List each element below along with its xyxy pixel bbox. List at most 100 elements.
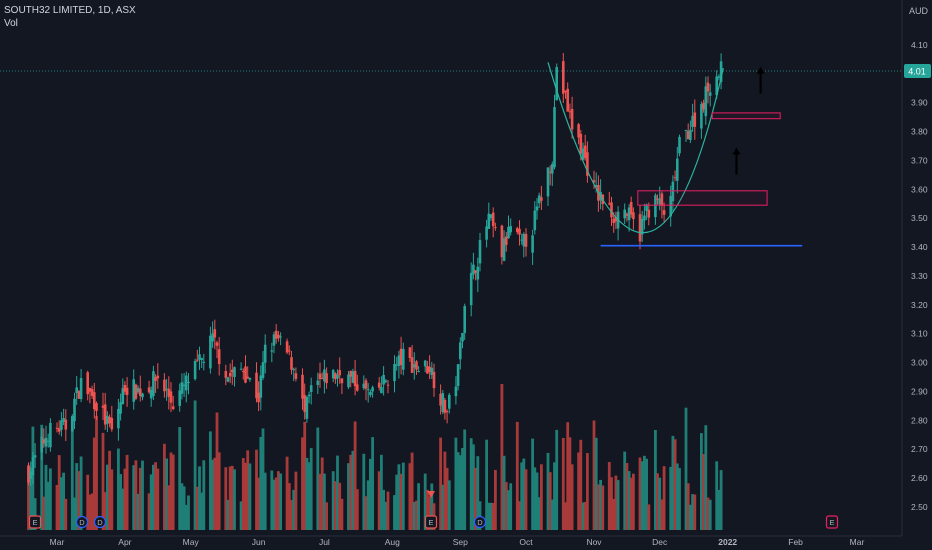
candle-body bbox=[662, 210, 666, 215]
time-axis[interactable]: Mar Apr May Jun Jul Aug Sep Oct Nov Dec 2022 Feb Mar bbox=[50, 537, 865, 547]
dividend-marker[interactable]: D bbox=[93, 515, 107, 529]
dividend-marker[interactable]: D bbox=[75, 515, 89, 529]
candle-body bbox=[288, 350, 291, 352]
volume-bar bbox=[671, 435, 675, 530]
candle-body bbox=[489, 214, 493, 218]
candle-body bbox=[75, 387, 78, 393]
zone-rectangle[interactable] bbox=[637, 190, 768, 206]
candle-body bbox=[577, 124, 580, 138]
volume-bar bbox=[533, 467, 537, 530]
zone-rectangle[interactable] bbox=[711, 112, 781, 120]
up-arrow-icon[interactable] bbox=[732, 147, 741, 155]
volume-bar bbox=[294, 471, 298, 530]
volume-bar bbox=[691, 494, 694, 530]
drawings[interactable] bbox=[0, 62, 902, 247]
volume-bar bbox=[592, 420, 596, 530]
candle-body bbox=[187, 382, 190, 383]
candle-body bbox=[40, 436, 43, 453]
candle-body bbox=[568, 111, 572, 113]
candle-body bbox=[684, 130, 688, 131]
earnings-marker[interactable]: E bbox=[28, 515, 42, 529]
volume-bar bbox=[77, 471, 81, 530]
currency-label: AUD bbox=[909, 6, 929, 16]
volume-bar bbox=[101, 432, 105, 530]
volume-bar bbox=[110, 469, 114, 530]
volume-bar bbox=[349, 454, 353, 530]
candle-body bbox=[524, 233, 528, 247]
candle-body bbox=[202, 361, 206, 363]
volume-bar bbox=[417, 483, 420, 530]
candle-body bbox=[123, 385, 127, 392]
volume-bar bbox=[248, 463, 252, 530]
volume-bar bbox=[474, 467, 477, 530]
candle-body bbox=[323, 369, 326, 382]
marker-label: D bbox=[477, 518, 483, 527]
candle-body bbox=[29, 471, 32, 479]
candle-body bbox=[353, 370, 357, 387]
price-axis[interactable]: AUD 4.10 3.90 3.80 3.70 3.60 3.50 3.40 3.30 3.20… bbox=[909, 6, 929, 512]
volume-bar bbox=[62, 472, 65, 530]
volume-bar bbox=[447, 480, 451, 530]
volume-bar bbox=[272, 479, 276, 530]
volume-bar bbox=[351, 450, 355, 530]
candle-body bbox=[566, 88, 569, 112]
candle-body bbox=[377, 382, 381, 388]
volume-bar bbox=[259, 437, 263, 530]
volume-bar bbox=[706, 497, 710, 530]
price-tick-label: 3.40 bbox=[911, 242, 928, 252]
volume-bar bbox=[331, 471, 335, 530]
volume-bar bbox=[658, 477, 662, 530]
dividend-marker[interactable]: D bbox=[473, 515, 487, 529]
volume-bar bbox=[226, 499, 230, 530]
symbol-title[interactable]: SOUTH32 LIMITED, 1D, ASX bbox=[4, 5, 136, 16]
candle-body bbox=[156, 375, 160, 379]
cup-curve[interactable] bbox=[547, 62, 724, 234]
volume-bar bbox=[57, 455, 61, 530]
candle-body bbox=[676, 158, 679, 181]
volume-bar bbox=[40, 424, 44, 530]
time-tick-label: Apr bbox=[118, 537, 131, 547]
candle-body bbox=[171, 406, 175, 409]
candle-body bbox=[279, 336, 282, 338]
volume-bar bbox=[156, 468, 160, 530]
volume-label[interactable]: Vol bbox=[4, 18, 18, 29]
time-tick-label: Nov bbox=[586, 537, 602, 547]
volume-bar bbox=[79, 456, 83, 530]
volume-bar bbox=[136, 493, 140, 530]
volume-bar bbox=[270, 470, 274, 530]
volume-bar bbox=[64, 498, 68, 530]
candle-body bbox=[454, 386, 458, 397]
volume-bar bbox=[92, 437, 96, 530]
volume-bar bbox=[423, 473, 427, 530]
volume-bar bbox=[548, 472, 552, 530]
volume-bar bbox=[704, 425, 708, 530]
candlesticks bbox=[27, 53, 723, 486]
candle-body bbox=[307, 394, 311, 397]
candle-body bbox=[426, 366, 429, 374]
time-tick-label: Mar bbox=[50, 537, 65, 547]
candle-body bbox=[46, 440, 50, 442]
volume-bar bbox=[454, 437, 458, 530]
volume-bar bbox=[616, 480, 620, 530]
volume-bar bbox=[171, 454, 175, 530]
candle-body bbox=[430, 367, 434, 375]
volume-bar bbox=[412, 502, 416, 530]
volume-bar bbox=[426, 489, 429, 530]
candle-body bbox=[226, 377, 230, 382]
candle-body bbox=[318, 373, 322, 380]
volume-bar bbox=[702, 454, 705, 530]
candle-body bbox=[136, 387, 140, 393]
volume-bar bbox=[537, 497, 541, 530]
volume-bar bbox=[73, 497, 76, 530]
time-tick-label: Aug bbox=[385, 537, 400, 547]
up-arrow-icon[interactable] bbox=[756, 66, 765, 74]
candle-body bbox=[217, 349, 221, 365]
candle-body bbox=[257, 392, 260, 403]
earnings-marker[interactable]: E bbox=[825, 515, 839, 529]
candle-body bbox=[233, 367, 236, 377]
volume-bar bbox=[485, 439, 488, 530]
earnings-marker[interactable]: E bbox=[424, 515, 438, 529]
marker-label: E bbox=[428, 518, 433, 527]
